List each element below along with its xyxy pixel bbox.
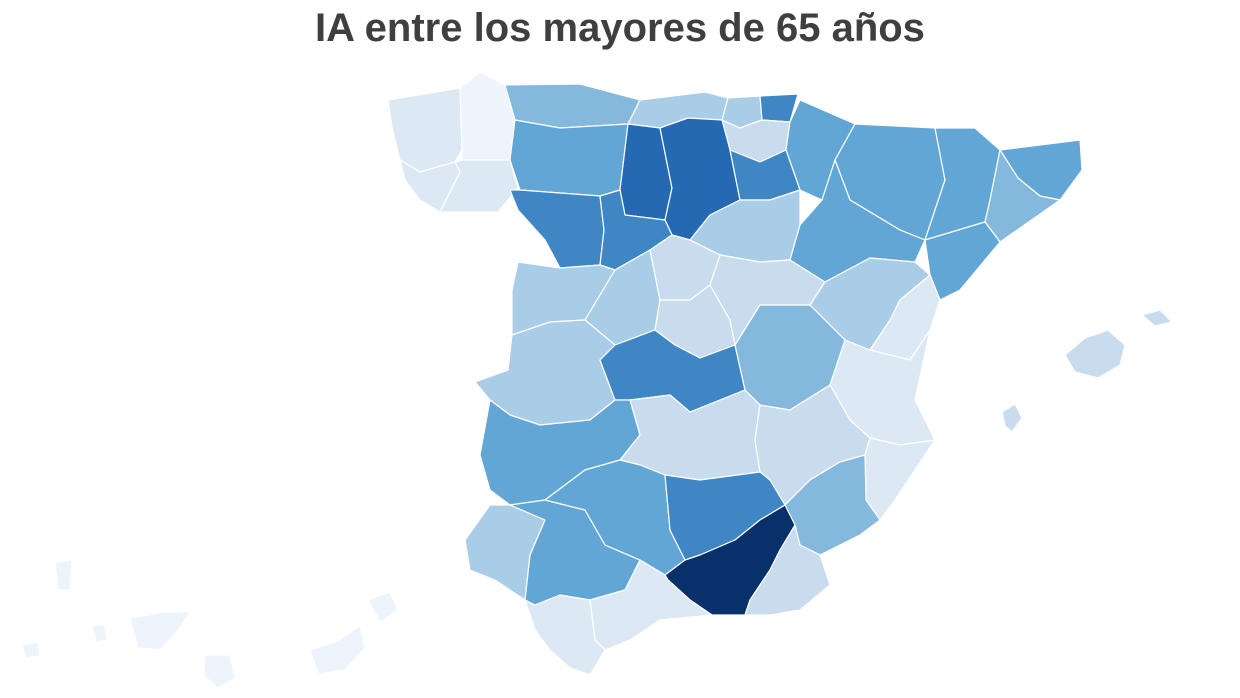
region-ourense[interactable]: Ourense [439,159,519,213]
region-cadiz[interactable]: Cádiz [524,594,606,676]
region-menorca[interactable]: Menorca [1141,309,1173,327]
region-almeria[interactable]: Almería [744,524,831,616]
region-ibiza[interactable]: Ibiza [1001,403,1023,433]
region-a-coruna[interactable]: A Coruña [387,87,463,173]
region-leon[interactable]: León [509,119,629,197]
region-alicante[interactable]: Alicante [864,437,936,521]
region-canarias[interactable] [21,559,399,689]
page-title: IA entre los mayores de 65 años [315,6,925,50]
region-mallorca[interactable]: Mallorca [1064,329,1126,379]
region-zamora[interactable]: Zamora [509,189,605,269]
